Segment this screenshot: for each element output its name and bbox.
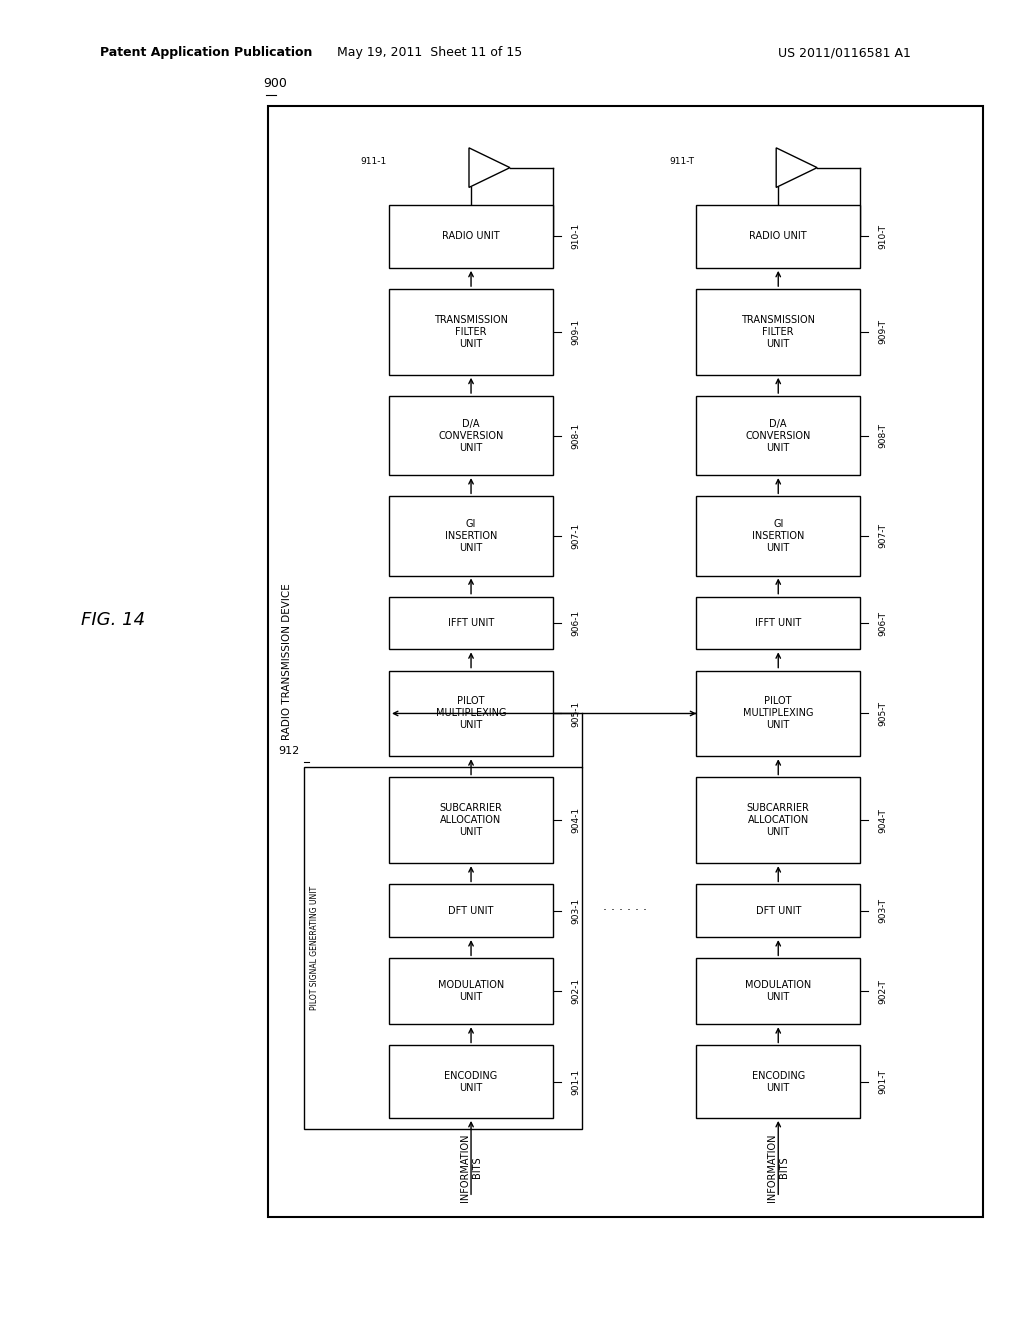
Bar	[696, 205, 860, 268]
Text: 904-1: 904-1	[571, 808, 580, 833]
Bar	[389, 396, 553, 475]
Text: SUBCARRIER
ALLOCATION
UNIT: SUBCARRIER ALLOCATION UNIT	[439, 804, 503, 837]
Text: TRANSMISSION
FILTER
UNIT: TRANSMISSION FILTER UNIT	[741, 315, 815, 348]
Bar	[389, 1045, 553, 1118]
Bar	[696, 496, 860, 576]
Text: 907-T: 907-T	[879, 524, 887, 548]
Bar	[268, 106, 983, 1217]
Text: 902-T: 902-T	[879, 979, 887, 1003]
Bar	[696, 958, 860, 1024]
Text: 910-T: 910-T	[879, 224, 887, 248]
Text: 904-T: 904-T	[879, 808, 887, 833]
Text: PILOT SIGNAL GENERATING UNIT: PILOT SIGNAL GENERATING UNIT	[310, 886, 318, 1010]
Text: IFFT UNIT: IFFT UNIT	[447, 618, 495, 628]
Text: May 19, 2011  Sheet 11 of 15: May 19, 2011 Sheet 11 of 15	[338, 46, 522, 59]
Bar	[389, 884, 553, 937]
Bar	[304, 767, 582, 1129]
Text: D/A
CONVERSION
UNIT: D/A CONVERSION UNIT	[438, 418, 504, 453]
Text: RADIO UNIT: RADIO UNIT	[750, 231, 807, 242]
Text: 909-1: 909-1	[571, 319, 580, 345]
Bar	[696, 671, 860, 756]
Bar	[389, 671, 553, 756]
Text: 903-T: 903-T	[879, 899, 887, 923]
Text: INFORMATION
BITS: INFORMATION BITS	[460, 1134, 482, 1201]
Text: 907-1: 907-1	[571, 523, 580, 549]
Text: MODULATION
UNIT: MODULATION UNIT	[745, 981, 811, 1002]
Bar	[389, 777, 553, 863]
Text: 911-1: 911-1	[360, 157, 387, 165]
Text: Patent Application Publication: Patent Application Publication	[100, 46, 312, 59]
Text: 912: 912	[278, 746, 299, 756]
Text: TRANSMISSION
FILTER
UNIT: TRANSMISSION FILTER UNIT	[434, 315, 508, 348]
Text: MODULATION
UNIT: MODULATION UNIT	[438, 981, 504, 1002]
Bar	[696, 1045, 860, 1118]
Text: GI
INSERTION
UNIT: GI INSERTION UNIT	[752, 519, 805, 553]
Text: 901-T: 901-T	[879, 1069, 887, 1094]
Bar	[696, 396, 860, 475]
Text: PILOT
MULTIPLEXING
UNIT: PILOT MULTIPLEXING UNIT	[743, 697, 813, 730]
Bar	[696, 597, 860, 649]
Bar	[389, 496, 553, 576]
Bar	[696, 289, 860, 375]
Text: D/A
CONVERSION
UNIT: D/A CONVERSION UNIT	[745, 418, 811, 453]
Bar	[389, 958, 553, 1024]
Text: FIG. 14: FIG. 14	[81, 611, 144, 630]
Text: DFT UNIT: DFT UNIT	[756, 906, 801, 916]
Text: 900: 900	[263, 77, 287, 90]
Text: US 2011/0116581 A1: US 2011/0116581 A1	[778, 46, 911, 59]
Bar	[696, 884, 860, 937]
Bar	[389, 289, 553, 375]
Text: ENCODING
UNIT: ENCODING UNIT	[752, 1071, 805, 1093]
Text: 905-1: 905-1	[571, 701, 580, 726]
Text: 908-T: 908-T	[879, 424, 887, 447]
Text: SUBCARRIER
ALLOCATION
UNIT: SUBCARRIER ALLOCATION UNIT	[746, 804, 810, 837]
Text: DFT UNIT: DFT UNIT	[449, 906, 494, 916]
Text: 906-T: 906-T	[879, 611, 887, 635]
Bar	[389, 205, 553, 268]
Text: 905-T: 905-T	[879, 701, 887, 726]
Text: 902-1: 902-1	[571, 978, 580, 1005]
Bar	[389, 597, 553, 649]
Text: ENCODING
UNIT: ENCODING UNIT	[444, 1071, 498, 1093]
Bar	[696, 777, 860, 863]
Text: 910-1: 910-1	[571, 223, 580, 249]
Text: 909-T: 909-T	[879, 319, 887, 345]
Text: 906-1: 906-1	[571, 610, 580, 636]
Text: RADIO UNIT: RADIO UNIT	[442, 231, 500, 242]
Text: 901-1: 901-1	[571, 1069, 580, 1094]
Text: · · · · · ·: · · · · · ·	[603, 904, 646, 917]
Text: RADIO TRANSMISSION DEVICE: RADIO TRANSMISSION DEVICE	[282, 583, 292, 739]
Text: IFFT UNIT: IFFT UNIT	[755, 618, 802, 628]
Text: INFORMATION
BITS: INFORMATION BITS	[767, 1134, 790, 1201]
Text: 911-T: 911-T	[670, 157, 694, 165]
Text: 908-1: 908-1	[571, 422, 580, 449]
Text: GI
INSERTION
UNIT: GI INSERTION UNIT	[444, 519, 498, 553]
Text: PILOT
MULTIPLEXING
UNIT: PILOT MULTIPLEXING UNIT	[436, 697, 506, 730]
Text: 903-1: 903-1	[571, 898, 580, 924]
